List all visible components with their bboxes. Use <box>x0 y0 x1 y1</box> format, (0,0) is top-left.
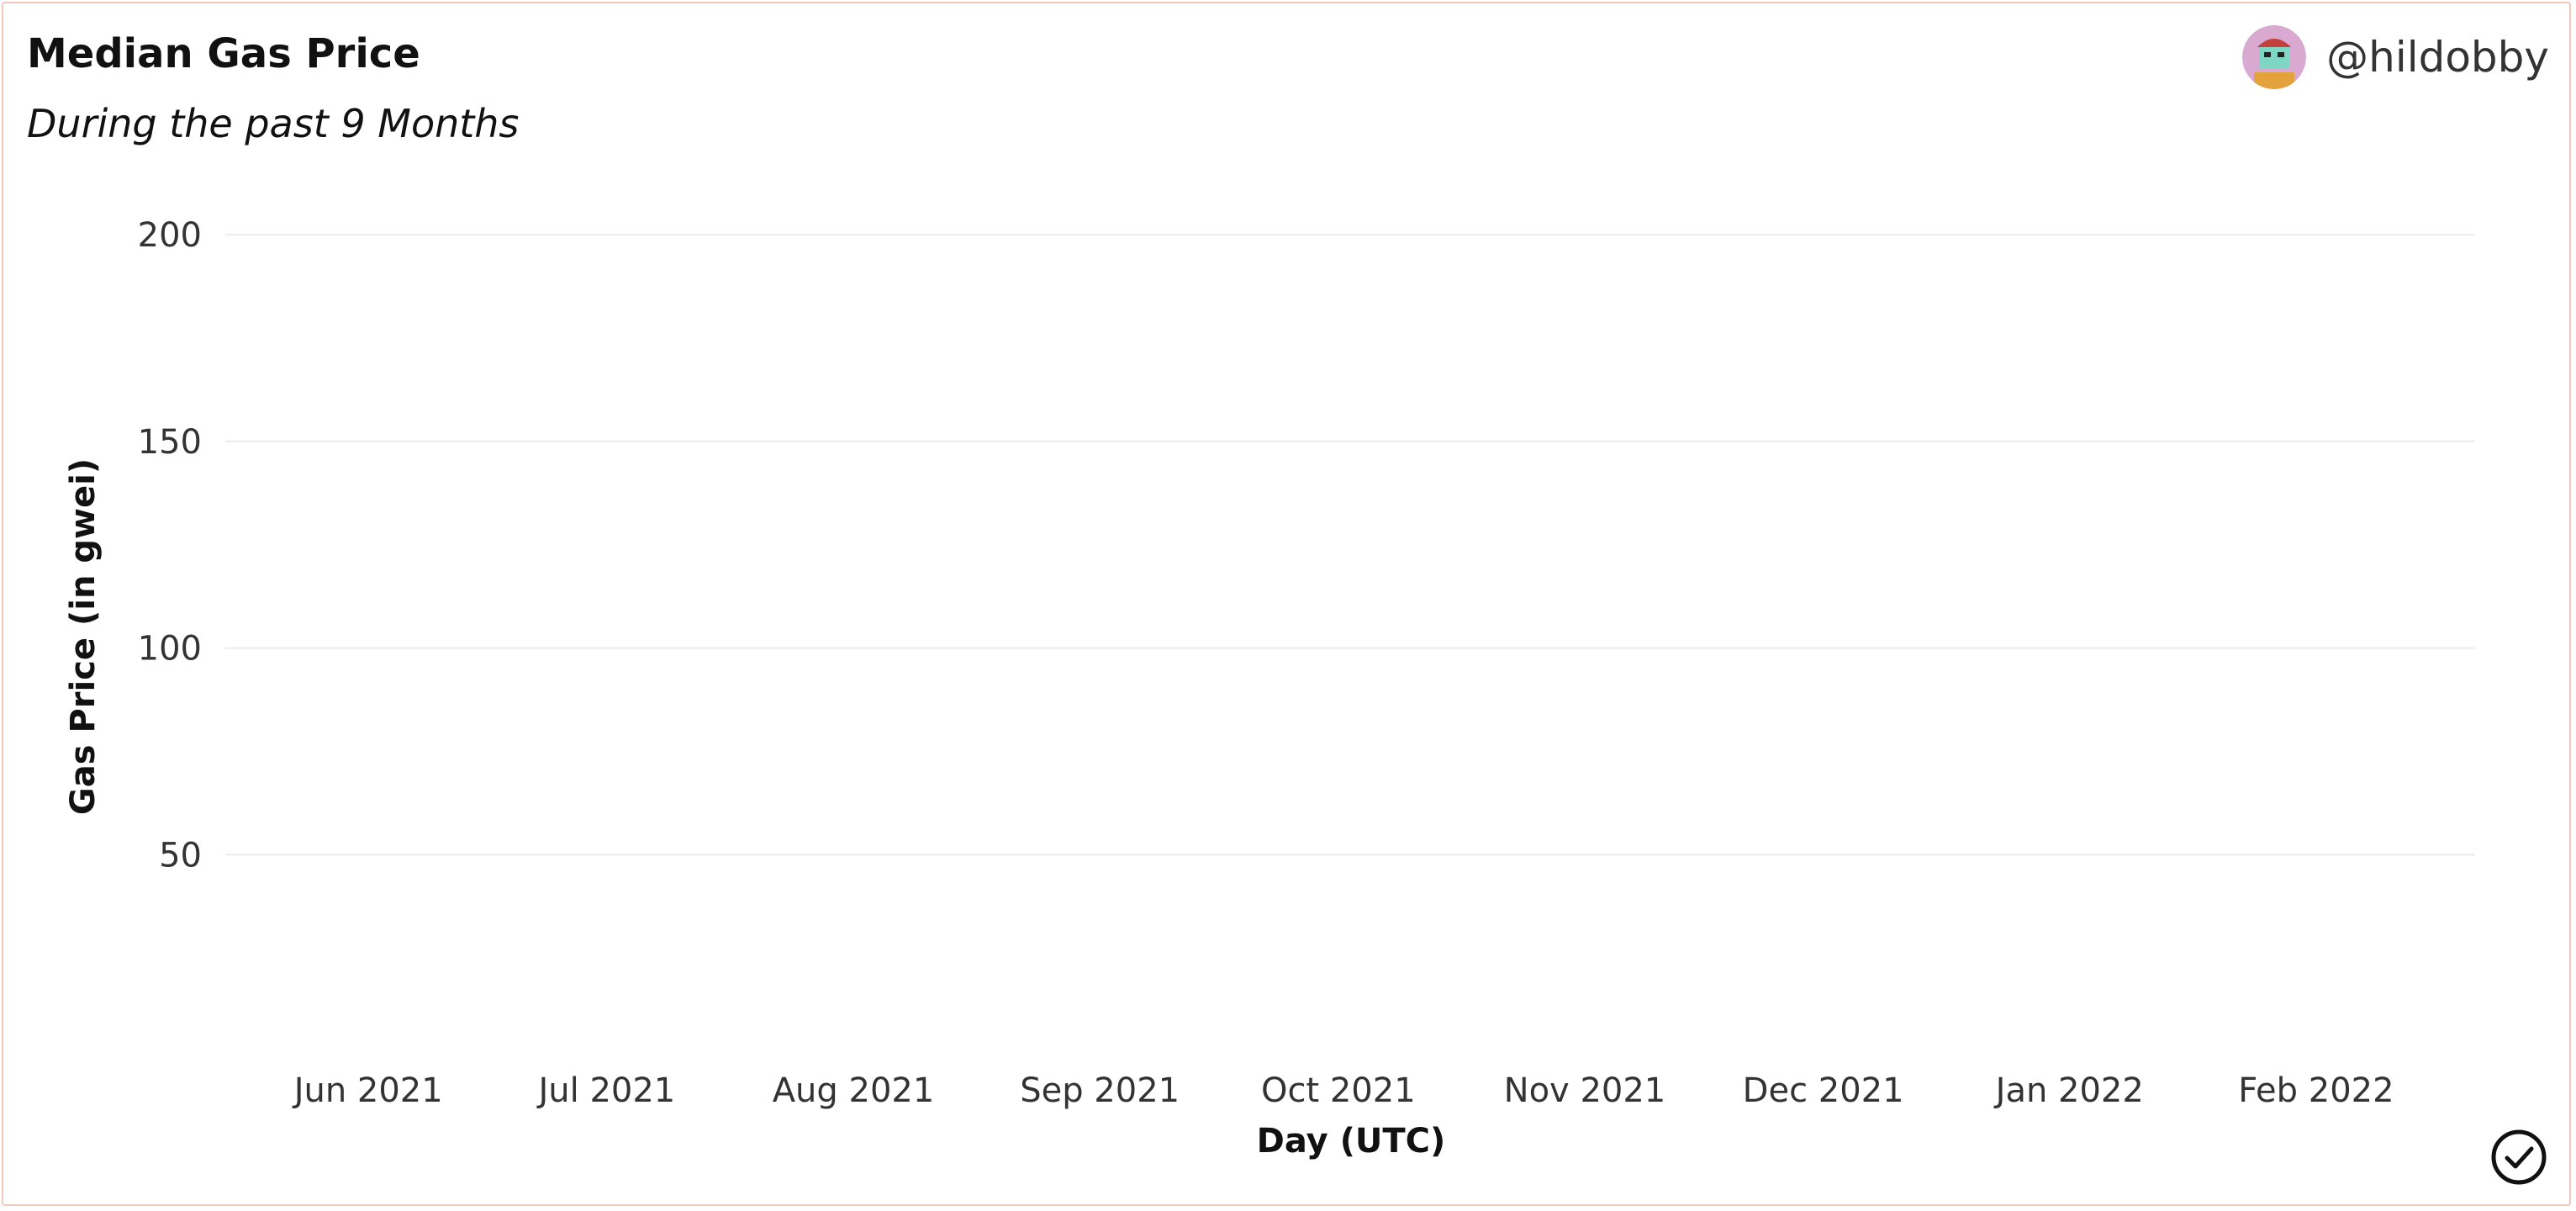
x-tick-label: Jun 2021 <box>292 1071 443 1110</box>
chart-title: Median Gas Price <box>27 30 420 77</box>
y-tick-label: 100 <box>138 630 202 669</box>
chart-subtitle: During the past 9 Months <box>27 101 520 146</box>
x-tick-label: Sep 2021 <box>1020 1071 1180 1110</box>
x-tick-label: Jul 2021 <box>536 1071 675 1110</box>
avatar-icon[interactable] <box>2242 25 2307 89</box>
y-tick-label: 200 <box>138 216 202 255</box>
y-tick-label: 150 <box>138 423 202 462</box>
x-tick-label: Jan 2022 <box>1993 1071 2144 1110</box>
author-handle[interactable]: @hildobby <box>2326 33 2549 82</box>
x-tick-label: Aug 2021 <box>773 1071 935 1110</box>
x-tick-label: Feb 2022 <box>2238 1071 2394 1110</box>
check-circle-icon[interactable] <box>2489 1127 2549 1187</box>
x-tick-label: Oct 2021 <box>1261 1071 1416 1110</box>
y-axis-ticks: 50 100 150 200 <box>138 216 202 875</box>
y-tick-label: 50 <box>159 836 202 875</box>
grid-lines <box>225 234 2475 856</box>
x-tick-label: Dec 2021 <box>1743 1071 1904 1110</box>
x-axis-ticks: Jun 2021 Jul 2021 Aug 2021 Sep 2021 Oct 2021… <box>292 1071 2394 1110</box>
author-badge[interactable]: @hildobby <box>2242 25 2549 89</box>
y-axis-title: Gas Price (in gwei) <box>64 458 103 815</box>
x-axis-title: Day (UTC) <box>1257 1122 1446 1161</box>
x-tick-label: Nov 2021 <box>1504 1071 1666 1110</box>
